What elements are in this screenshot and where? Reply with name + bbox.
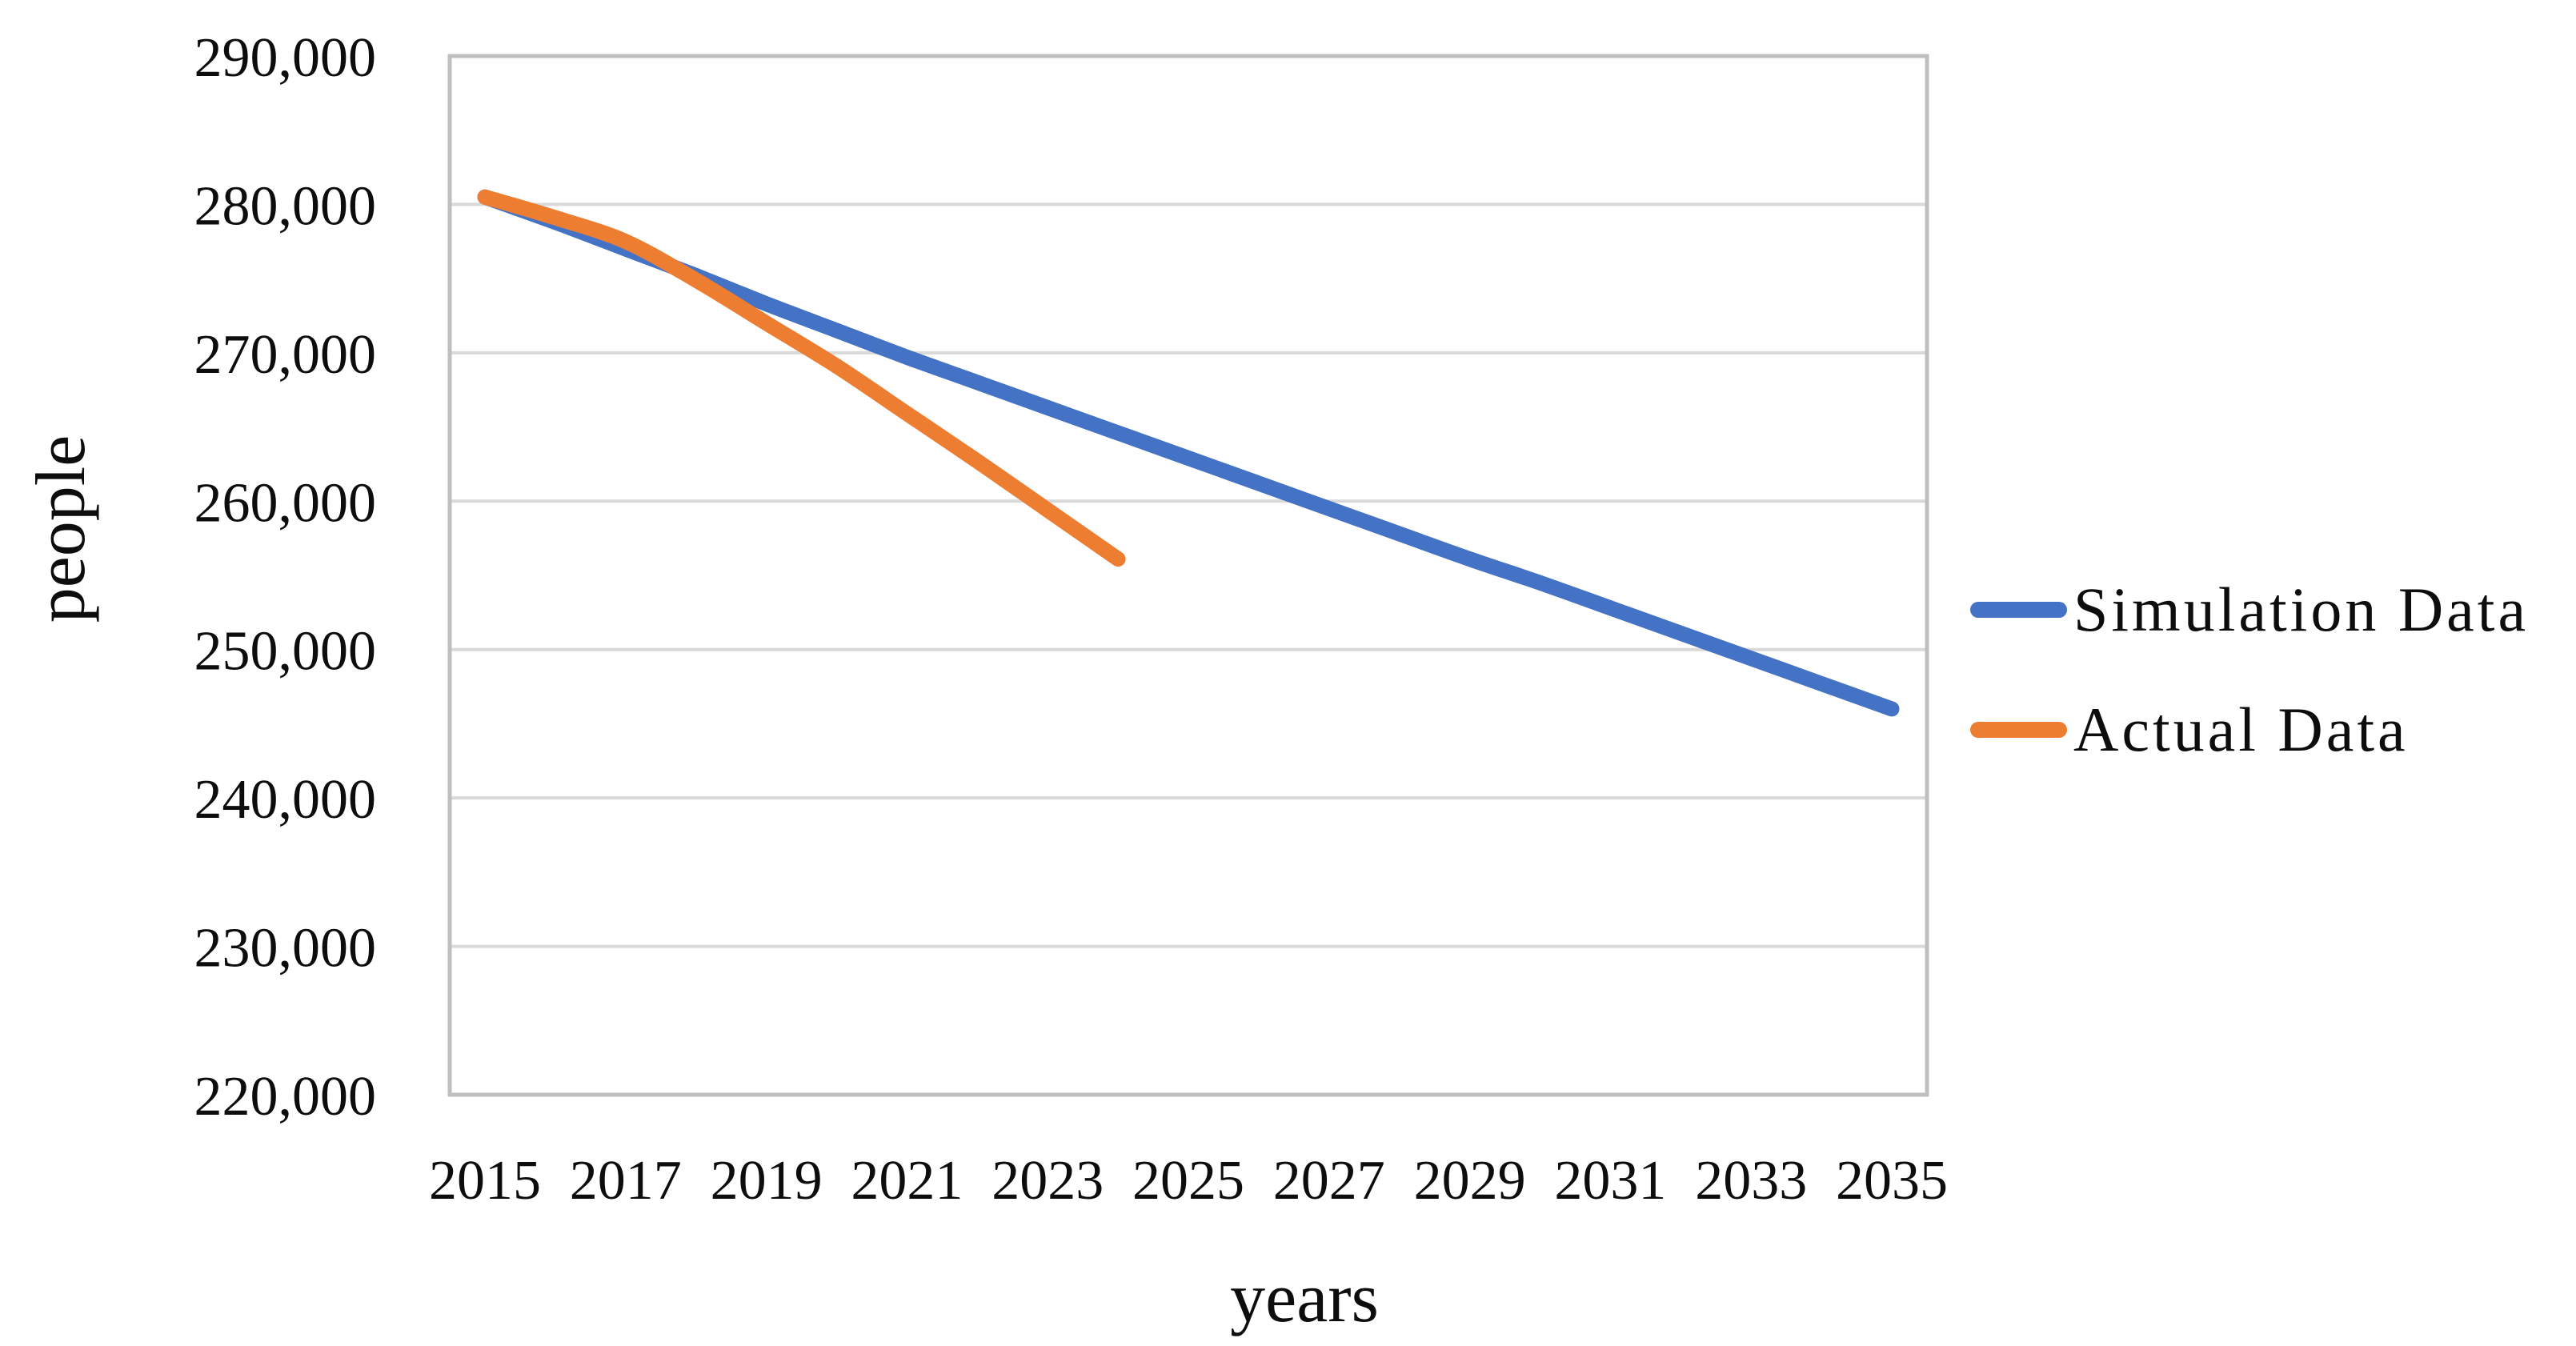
x-axis-title: years bbox=[1230, 1260, 1379, 1337]
y-tick-label: 270,000 bbox=[194, 324, 377, 386]
x-tick-label: 2017 bbox=[570, 1150, 682, 1212]
legend-item-actual: Actual Data bbox=[1970, 690, 2529, 770]
x-tick-label: 2033 bbox=[1695, 1150, 1807, 1212]
axis-lines bbox=[447, 54, 1929, 1097]
y-tick-label: 220,000 bbox=[194, 1066, 377, 1128]
gridlines bbox=[451, 202, 1925, 948]
series-lines bbox=[477, 189, 1900, 717]
x-tick-label: 2031 bbox=[1554, 1150, 1666, 1212]
legend-label-simulation: Simulation Data bbox=[2073, 575, 2530, 644]
legend: Simulation Data Actual Data bbox=[1970, 570, 2529, 770]
legend-label-actual: Actual Data bbox=[2073, 695, 2409, 764]
series-line-actual bbox=[477, 189, 1126, 567]
y-axis-title: people bbox=[22, 435, 100, 623]
actual-line-marker bbox=[1970, 722, 2067, 738]
x-tick-label: 2023 bbox=[992, 1150, 1104, 1212]
x-axis-tick-labels: 2015 2017 2019 2021 2023 2025 2027 2029 2031 2033… bbox=[429, 1150, 1948, 1212]
y-tick-label: 280,000 bbox=[194, 175, 377, 237]
legend-item-simulation: Simulation Data bbox=[1970, 570, 2529, 650]
x-tick-label: 2027 bbox=[1273, 1150, 1385, 1212]
x-tick-label: 2021 bbox=[851, 1150, 963, 1212]
x-tick-label: 2035 bbox=[1836, 1150, 1948, 1212]
y-tick-label: 250,000 bbox=[194, 621, 377, 683]
simulation-line-marker bbox=[1970, 602, 2067, 618]
x-tick-label: 2029 bbox=[1414, 1150, 1526, 1212]
x-tick-label: 2025 bbox=[1132, 1150, 1244, 1212]
y-tick-label: 260,000 bbox=[194, 472, 377, 534]
x-tick-label: 2019 bbox=[711, 1150, 823, 1212]
x-tick-label: 2015 bbox=[429, 1150, 541, 1212]
y-tick-label: 240,000 bbox=[194, 769, 377, 831]
y-tick-label: 290,000 bbox=[194, 27, 377, 89]
y-axis-tick-labels: 220,000 230,000 240,000 250,000 260,000 270,0… bbox=[194, 27, 377, 1128]
y-tick-label: 230,000 bbox=[194, 918, 377, 979]
